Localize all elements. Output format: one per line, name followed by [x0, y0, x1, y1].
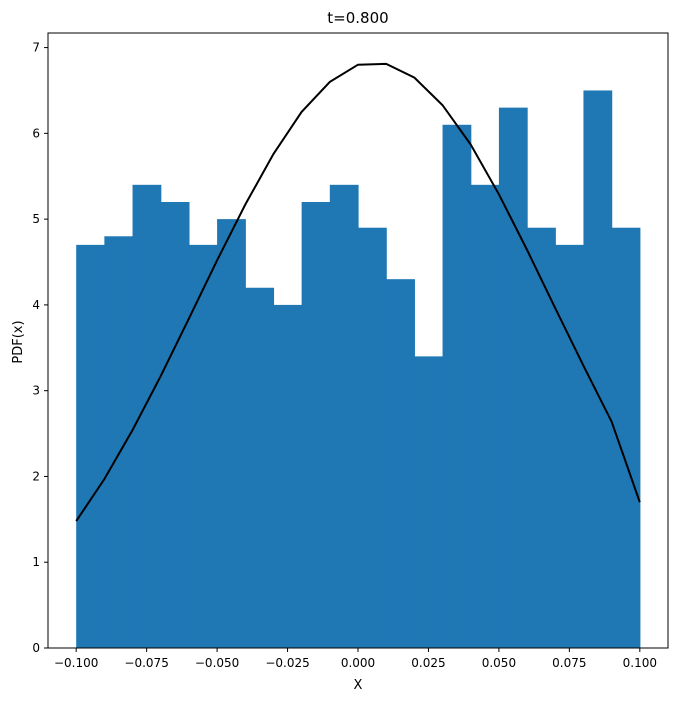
histogram-bar [329, 184, 359, 649]
x-axis-label: X [354, 678, 363, 693]
histogram-bar [160, 201, 190, 648]
histogram-bar [245, 287, 275, 648]
histogram-bar [104, 236, 134, 648]
histogram-bar [188, 244, 218, 648]
histogram-bar [498, 107, 528, 649]
histogram-bar [583, 90, 613, 648]
histogram-bar [527, 227, 556, 649]
pdf-curve [75, 62, 641, 522]
y-tick-label: 7 [32, 41, 40, 55]
histogram-bar [555, 244, 585, 648]
y-axis-ticks: 0 1 2 3 4 5 6 7 [32, 41, 48, 655]
histogram-bar [217, 219, 246, 648]
y-tick-label: 0 [32, 641, 40, 655]
histogram-bar [76, 244, 105, 648]
histogram-bar [414, 356, 444, 648]
x-tick-label: −0.100 [54, 656, 98, 670]
histogram-bar [132, 184, 162, 649]
histogram-bar [273, 304, 303, 648]
x-tick-label: −0.025 [265, 656, 309, 670]
histogram-bar [358, 227, 387, 649]
x-tick-label: −0.075 [124, 656, 168, 670]
histogram-bar [470, 184, 500, 649]
y-tick-label: 5 [32, 212, 40, 226]
x-tick-label: 0.050 [482, 656, 516, 670]
x-tick-label: −0.050 [195, 656, 239, 670]
y-tick-label: 4 [32, 298, 40, 312]
x-tick-label: 0.000 [341, 656, 375, 670]
x-tick-label: 0.075 [552, 656, 586, 670]
histogram-bar [611, 227, 641, 649]
x-tick-label: 0.025 [411, 656, 445, 670]
x-tick-label: 0.100 [623, 656, 657, 670]
histogram-bars [76, 90, 641, 649]
y-axis-label: PDF(x) [11, 320, 26, 363]
histogram-bar [442, 124, 472, 648]
y-tick-label: 1 [32, 555, 40, 569]
y-tick-label: 2 [32, 469, 40, 483]
histogram-bar [386, 279, 415, 648]
chart-title: t=0.800 [327, 9, 388, 27]
y-tick-label: 3 [32, 384, 40, 398]
histogram-bar [301, 201, 331, 648]
x-axis-ticks: −0.100 −0.075 −0.050 −0.025 0.000 0.025 0.050 0… [54, 648, 657, 670]
y-tick-label: 6 [32, 126, 40, 140]
